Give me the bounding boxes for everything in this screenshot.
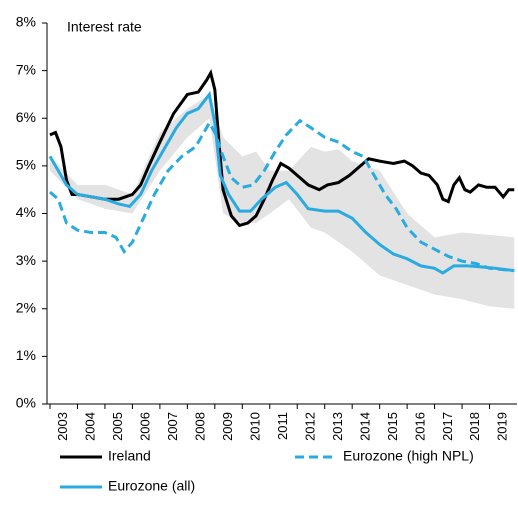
y-tick-label: 6% [16, 109, 36, 125]
y-tick-label: 0% [16, 395, 36, 411]
legend-label: Eurozone (all) [108, 478, 195, 494]
x-tick-label: 2016 [412, 412, 427, 441]
series-line [49, 118, 515, 273]
x-tick-label: 2011 [275, 412, 290, 440]
x-tick-label: 2015 [385, 412, 400, 441]
annotation: Interest rate [67, 19, 142, 35]
x-tick-label: 2006 [138, 412, 153, 441]
y-tick-label: 4% [16, 204, 36, 220]
series-line [48, 90, 515, 275]
y-tick-label: 3% [16, 252, 36, 268]
y-tick-label: 8% [16, 14, 36, 30]
y-tick-label: 7% [16, 61, 36, 77]
x-tick-label: 2007 [165, 412, 180, 441]
x-tick-label: 2005 [110, 412, 125, 441]
y-tick-label: 5% [16, 157, 36, 173]
legend-label: Ireland [108, 448, 151, 464]
x-tick-label: 2004 [83, 412, 98, 441]
legend-label: Eurozone (high NPL) [343, 448, 474, 464]
x-tick-label: 2019 [495, 412, 510, 441]
x-tick-label: 2013 [330, 412, 345, 441]
x-tick-label: 2012 [302, 412, 317, 441]
y-tick-label: 2% [16, 299, 36, 315]
x-tick-label: 2010 [247, 412, 262, 441]
x-tick-label: 2017 [440, 412, 455, 441]
x-tick-label: 2009 [220, 412, 235, 441]
x-tick-label: 2008 [193, 412, 208, 441]
x-tick-label: 2003 [55, 412, 70, 441]
y-tick-label: 1% [16, 347, 36, 363]
x-tick-label: 2018 [467, 412, 482, 441]
series-line [49, 69, 515, 228]
x-tick-label: 2014 [357, 412, 372, 441]
